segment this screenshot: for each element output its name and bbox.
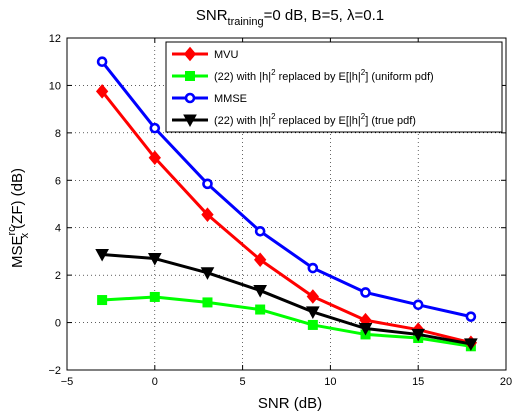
data-point [202,297,213,308]
y-axis-label: MSErcx (ZF) (dB) [6,168,31,268]
data-point [95,249,109,262]
data-point [464,338,478,351]
chart-title: SNRtraining=0 dB, B=5, λ=0.1 [196,7,384,28]
data-point [96,56,108,68]
data-point [255,304,266,315]
legend-entry: MVU [172,46,239,62]
series-layer [95,56,478,352]
legend-swatch-marker [183,114,197,128]
data-point [148,150,161,166]
data-point [307,262,319,274]
legend-entry: (22) with |h|2 replaced by E[|h|2] (unif… [172,68,434,83]
data-point [253,285,268,298]
data-point [306,289,319,304]
y-tick-label: 2 [55,270,61,282]
data-point [411,328,426,342]
data-point [149,291,160,302]
legend-label: (22) with |h|2 replaced by E[|h|2] (true… [214,112,416,127]
y-tick-label: 6 [55,175,61,187]
data-point [307,319,318,330]
ylabel-rest: (ZF) (dB) [9,168,26,229]
data-point [202,178,213,190]
data-point [412,299,424,311]
series-line [100,90,472,345]
data-point [201,207,214,222]
y-tick-label: −2 [48,365,61,377]
series-line [102,295,472,348]
data-point [95,84,109,99]
series-2 [96,56,477,322]
legend-swatch-marker [185,71,195,81]
data-point [97,295,108,306]
ylabel-superscript: rc [6,226,18,236]
series-line [102,253,472,346]
data-point [200,267,215,280]
data-point [358,323,373,336]
x-tick-label: −5 [61,376,74,388]
legend: MVU (22) with |h|2 replaced by E[|h|2] (u… [165,41,503,133]
data-point [465,311,477,322]
data-point [305,306,320,319]
x-tick-label: 0 [152,376,158,388]
x-tick-label: 5 [240,376,246,388]
legend-label: MVU [214,49,239,61]
title-rest: =0 dB, B=5, λ=0.1 [264,7,385,24]
legend-label: (22) with |h|2 replaced by E[|h|2] (unif… [214,68,434,83]
x-tick-label: 10 [324,376,336,388]
y-tick-label: 0 [55,318,61,330]
x-axis-label: SNR (dB) [258,395,322,412]
legend-swatch-marker [183,46,197,62]
data-point [147,253,162,266]
plot-frame [66,37,507,371]
x-tick-label: 20 [500,376,512,388]
data-point [254,225,266,237]
legend-entry: MMSE [172,92,247,105]
legend-box [165,41,503,133]
legend-label: MMSE [214,93,247,105]
legend-swatch-marker [184,92,196,104]
y-tick-label: 4 [55,223,61,235]
data-point [360,287,371,298]
y-tick-label: 12 [49,33,61,45]
grid [67,38,506,370]
y-tick-label: 8 [55,128,61,140]
ylabel-subscript: x [19,232,31,238]
series-line [100,60,472,319]
series-3 [95,249,478,351]
ylabel-base: MSE [9,235,26,268]
title-subscript: training [228,16,264,28]
title-prefix: SNR [196,7,228,24]
data-point [254,252,267,268]
ticks: −5 0 5 10 15 20 −2 0 2 4 6 8 10 12 [48,33,512,388]
x-tick-label: 15 [412,376,424,388]
legend-entry: (22) with |h|2 replaced by E[|h|2] (true… [172,112,416,128]
data-point [149,122,161,134]
y-tick-label: 10 [49,80,61,92]
